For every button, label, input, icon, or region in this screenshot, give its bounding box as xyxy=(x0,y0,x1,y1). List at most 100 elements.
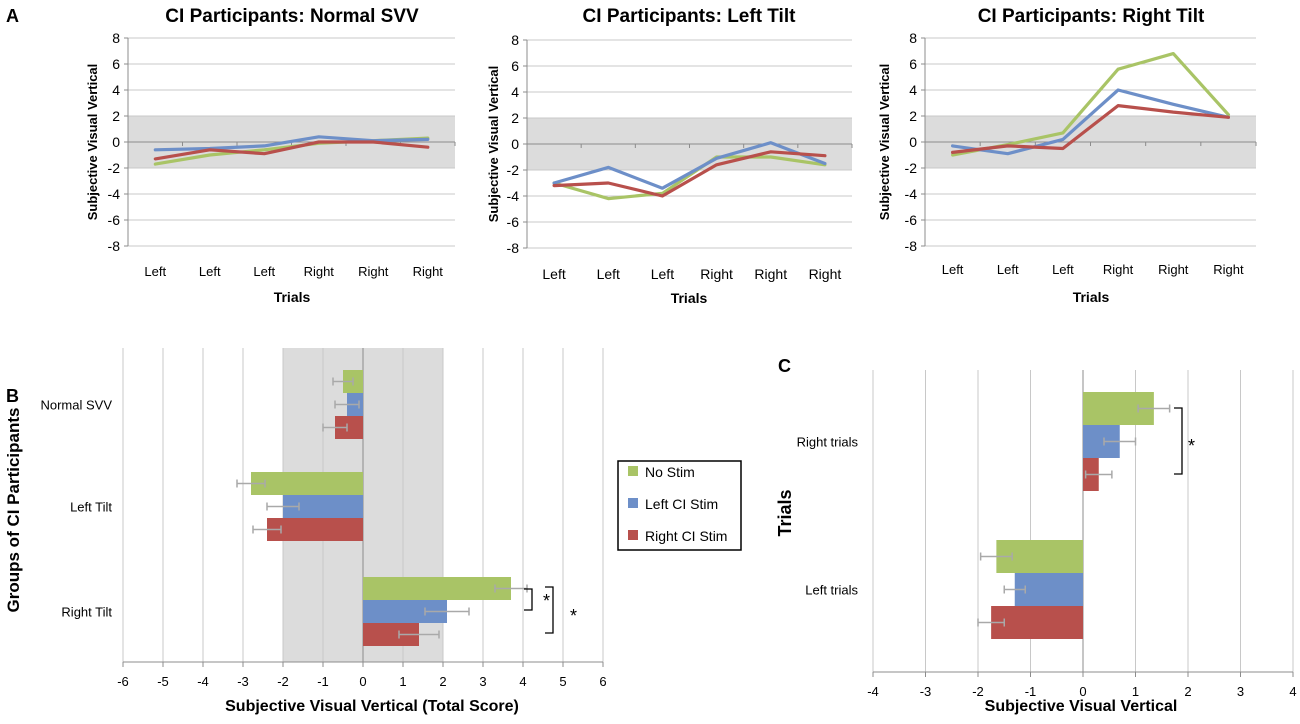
x-tick-label: Left xyxy=(144,264,166,279)
y-tick-label: 6 xyxy=(112,56,120,72)
y-tick-label: 2 xyxy=(112,108,120,124)
y-axis-label: Trials xyxy=(775,489,795,536)
x-tick-label: 4 xyxy=(1289,684,1296,699)
x-tick-label: 2 xyxy=(1184,684,1191,699)
y-tick-label: -8 xyxy=(905,238,918,254)
x-tick-label: Left xyxy=(651,266,674,282)
x-tick-label: 3 xyxy=(479,674,486,689)
y-tick-label: -8 xyxy=(507,240,520,256)
series-line-left-ci xyxy=(950,88,1231,156)
x-tick-label: 0 xyxy=(359,674,366,689)
bar-left-ci xyxy=(1014,573,1083,606)
chart-right-tilt: CI Participants: Right Tilt -8 -6 -4 -2 0 2 4 6 8… xyxy=(877,6,1257,305)
category-label: Normal SVV xyxy=(40,398,112,413)
category-label: Right trials xyxy=(797,435,859,450)
x-tick-label: Left xyxy=(942,262,964,277)
legend-swatch-no-stim xyxy=(628,466,638,476)
y-tick-label: 2 xyxy=(909,108,917,124)
x-tick-label: -1 xyxy=(1025,684,1037,699)
y-tick-label: -2 xyxy=(905,160,918,176)
bar-right-ci xyxy=(363,623,419,646)
x-tick-label: 6 xyxy=(599,674,606,689)
y-tick-label: 8 xyxy=(511,32,519,48)
y-axis-label: Subjective Visual Vertical xyxy=(877,64,892,221)
chart-title: CI Participants: Right Tilt xyxy=(978,6,1205,27)
panel-label-c: C xyxy=(778,356,791,376)
series-line-right-ci xyxy=(552,150,827,198)
x-tick-label: Left xyxy=(997,262,1019,277)
significance-marker: * xyxy=(570,606,577,626)
y-tick-label: 8 xyxy=(909,30,917,46)
x-tick-label: Left xyxy=(1052,262,1074,277)
x-tick-label: -4 xyxy=(197,674,209,689)
y-tick-label: 4 xyxy=(909,82,917,98)
x-tick-label: 5 xyxy=(559,674,566,689)
x-tick-label: -4 xyxy=(867,684,879,699)
series-line-left-ci xyxy=(552,141,827,190)
chart-title: CI Participants: Normal SVV xyxy=(165,6,419,27)
y-tick-label: -2 xyxy=(108,160,121,176)
y-tick-label: 6 xyxy=(511,58,519,74)
y-axis-label: Groups of CI Participants xyxy=(4,408,23,613)
y-tick-label: 0 xyxy=(909,134,917,150)
significance-marker: * xyxy=(543,591,550,611)
chart-title: CI Participants: Left Tilt xyxy=(583,6,797,27)
legend-swatch-right-ci xyxy=(628,530,638,540)
y-tick-label: -6 xyxy=(507,214,520,230)
legend-swatch-left-ci xyxy=(628,498,638,508)
y-tick-label: -8 xyxy=(108,238,121,254)
x-tick-label: -3 xyxy=(237,674,249,689)
x-tick-label: Right xyxy=(304,264,335,279)
significance-bracket xyxy=(1174,407,1183,475)
legend-box xyxy=(617,460,742,551)
series-line-left-ci xyxy=(153,135,430,152)
bar-no-stim xyxy=(251,472,363,495)
y-tick-label: 0 xyxy=(511,136,519,152)
x-tick-label: Left xyxy=(253,264,275,279)
significance-marker: * xyxy=(1188,436,1195,456)
chart-groups-total-score: -6 -5 -4 -3 -2 -1 0 1 2 3 4 5 6 Normal SVV Left Tilt Ri… xyxy=(4,348,607,715)
x-axis-label: Subjective Visual Vertical xyxy=(985,698,1178,715)
x-tick-label: Right xyxy=(1158,262,1189,277)
y-tick-label: 0 xyxy=(112,134,120,150)
series-line-right-ci xyxy=(950,103,1231,154)
legend-label-right-ci: Right CI Stim xyxy=(645,528,727,544)
series-line-no-stim xyxy=(552,155,827,201)
x-tick-label: 1 xyxy=(1132,684,1139,699)
x-axis-label: Subjective Visual Vertical (Total Score) xyxy=(225,698,519,715)
x-tick-label: 0 xyxy=(1079,684,1086,699)
y-tick-label: 4 xyxy=(112,82,120,98)
legend-label-no-stim: No Stim xyxy=(645,464,695,480)
bar-no-stim xyxy=(363,577,511,600)
significance-bracket xyxy=(545,586,554,634)
x-axis-label: Trials xyxy=(1073,289,1110,305)
category-label: Right Tilt xyxy=(61,605,112,620)
series-line-right-ci xyxy=(153,140,430,161)
y-tick-label: 2 xyxy=(511,110,519,126)
x-tick-label: Right xyxy=(413,264,444,279)
y-tick-label: -2 xyxy=(507,162,520,178)
bar-right-ci xyxy=(267,518,363,541)
legend-label-left-ci: Left CI Stim xyxy=(645,496,718,512)
x-tick-label: Right xyxy=(358,264,389,279)
x-tick-label: Left xyxy=(199,264,221,279)
x-tick-label: Right xyxy=(754,266,787,282)
y-tick-label: -4 xyxy=(108,186,121,202)
y-tick-label: 6 xyxy=(909,56,917,72)
x-tick-label: Right xyxy=(700,266,733,282)
category-label: Left Tilt xyxy=(70,500,112,515)
x-tick-label: 2 xyxy=(439,674,446,689)
x-tick-label: -2 xyxy=(277,674,289,689)
x-tick-label: -5 xyxy=(157,674,169,689)
chart-trials-total: -4 -3 -2 -1 0 1 2 3 4 Right trials Left trials Subj… xyxy=(775,370,1297,715)
y-axis-label: Subjective Visual Vertical xyxy=(85,64,100,221)
x-tick-label: Right xyxy=(809,266,842,282)
y-axis-label: Subjective Visual Vertical xyxy=(486,66,501,223)
chart-normal-svv: CI Participants: Normal SVV -8 -6 -4 -2 0 2 4 6 8… xyxy=(85,6,456,305)
y-tick-label: -4 xyxy=(905,186,918,202)
x-tick-label: -3 xyxy=(920,684,932,699)
y-tick-label: -6 xyxy=(108,212,121,228)
x-tick-label: Right xyxy=(1213,262,1244,277)
y-tick-label: 4 xyxy=(511,84,519,100)
